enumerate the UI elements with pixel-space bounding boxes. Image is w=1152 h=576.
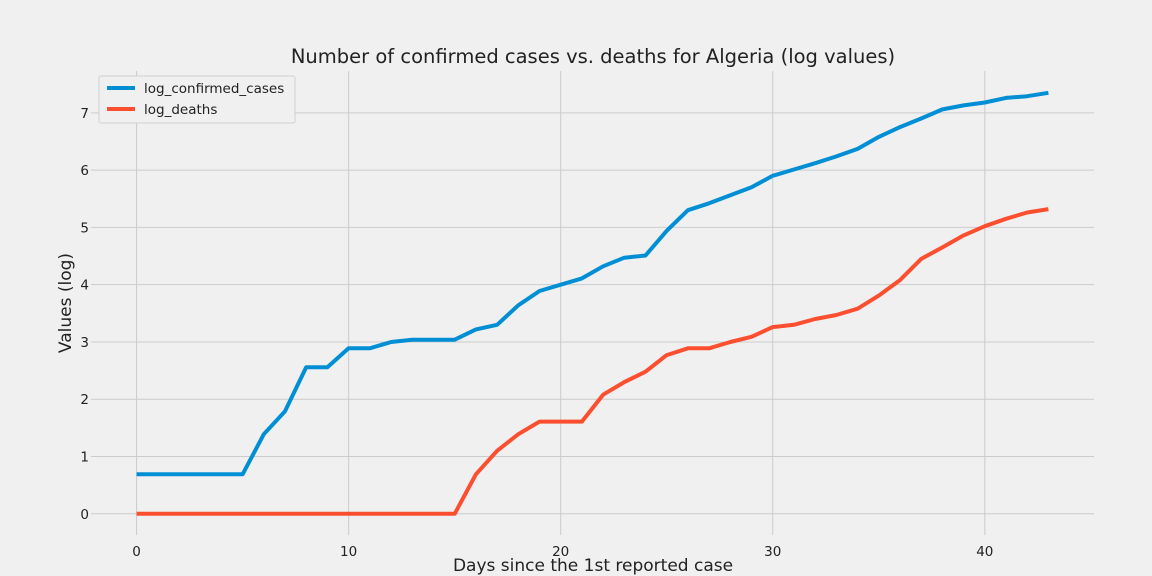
y-tick-label: 1 bbox=[80, 450, 89, 466]
x-tick-label: 40 bbox=[976, 544, 993, 560]
x-tick-label: 10 bbox=[340, 544, 357, 560]
x-tick-label: 0 bbox=[132, 544, 141, 560]
y-tick-label: 2 bbox=[80, 392, 89, 408]
y-tick-label: 7 bbox=[80, 106, 89, 122]
legend-label-confirmed: log_confirmed_cases bbox=[144, 81, 284, 97]
y-tick-label: 5 bbox=[80, 220, 89, 236]
y-tick-label: 3 bbox=[80, 335, 89, 351]
legend-frame bbox=[98, 75, 296, 124]
x-tick-label: 20 bbox=[552, 544, 569, 560]
grid bbox=[91, 71, 1094, 535]
y-tick-label: 0 bbox=[80, 507, 89, 523]
x-tick-label: 30 bbox=[764, 544, 781, 560]
tick-labels: 0 10 20 30 40 0 1 2 3 4 5 6 7 bbox=[80, 106, 993, 560]
y-tick-label: 4 bbox=[80, 278, 89, 294]
series-line-log-confirmed-cases bbox=[136, 90, 1049, 477]
y-tick-label: 6 bbox=[80, 163, 89, 179]
series-lines bbox=[136, 90, 1049, 516]
x-axis-label: Days since the 1st reported case bbox=[453, 556, 733, 576]
legend-label-deaths: log_deaths bbox=[144, 102, 217, 118]
series-line-log-deaths bbox=[136, 207, 1049, 516]
chart-title: Number of confirmed cases vs. deaths for… bbox=[291, 45, 895, 68]
legend: log_confirmed_cases log_deaths bbox=[98, 75, 296, 124]
y-axis-label: Values (log) bbox=[56, 253, 76, 353]
